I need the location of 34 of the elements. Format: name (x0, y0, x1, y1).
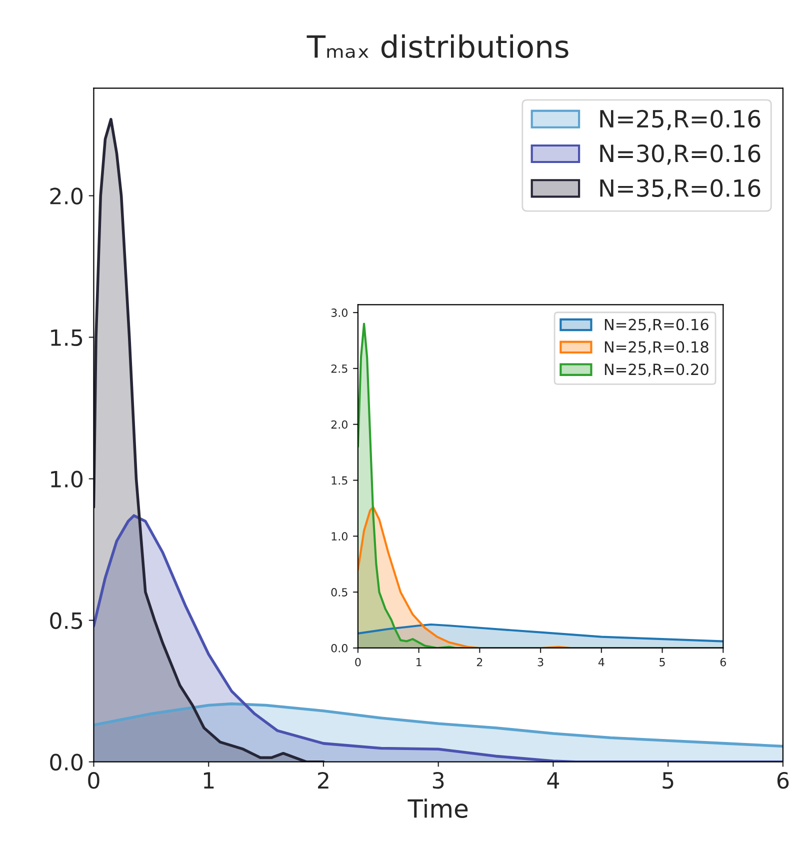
legend-label: N=25,R=0.16 (604, 318, 708, 332)
y-tick-label: 2.0 (50, 188, 83, 204)
x-tick-label: 5 (662, 772, 674, 789)
legend-label: N=25,R=0.16 (600, 110, 760, 130)
legend-label: N=25,R=0.18 (604, 341, 708, 354)
x-tick-label: 1 (416, 658, 422, 666)
x-tick-label: 0 (88, 772, 100, 789)
x-tick-label: 4 (598, 658, 604, 666)
x-tick-label: 4 (547, 772, 560, 788)
y-tick-label: 0.0 (50, 754, 83, 771)
y-tick-label: 1.0 (332, 532, 348, 541)
y-tick-label: 1.5 (332, 476, 348, 485)
x-axis-title: Time (408, 798, 468, 818)
y-tick-label: 1.5 (51, 330, 82, 346)
x-tick-label: 2 (318, 772, 328, 788)
legend-label: N=25,R=0.20 (604, 364, 708, 377)
legend-label: N=30,R=0.16 (600, 144, 760, 165)
y-tick-label: 0.5 (50, 612, 82, 630)
x-tick-label: 5 (660, 658, 665, 666)
y-tick-label: 3.0 (331, 308, 348, 317)
y-tick-label: 0.5 (331, 588, 348, 596)
chart-title: Tₘₐₓ distributions (306, 34, 568, 58)
y-tick-label: 2.0 (331, 420, 348, 429)
x-tick-label: 2 (476, 658, 482, 666)
y-tick-label: 2.5 (331, 364, 348, 373)
x-tick-label: 6 (777, 772, 789, 789)
x-tick-label: 0 (355, 658, 361, 666)
x-tick-label: 6 (720, 658, 726, 666)
y-tick-label: 0.0 (331, 644, 348, 652)
x-tick-label: 3 (538, 658, 544, 666)
y-tick-label: 1.0 (51, 470, 83, 488)
x-tick-label: 1 (204, 772, 214, 788)
x-tick-label: 3 (432, 772, 444, 789)
legend-label: N=35,R=0.16 (600, 179, 760, 200)
